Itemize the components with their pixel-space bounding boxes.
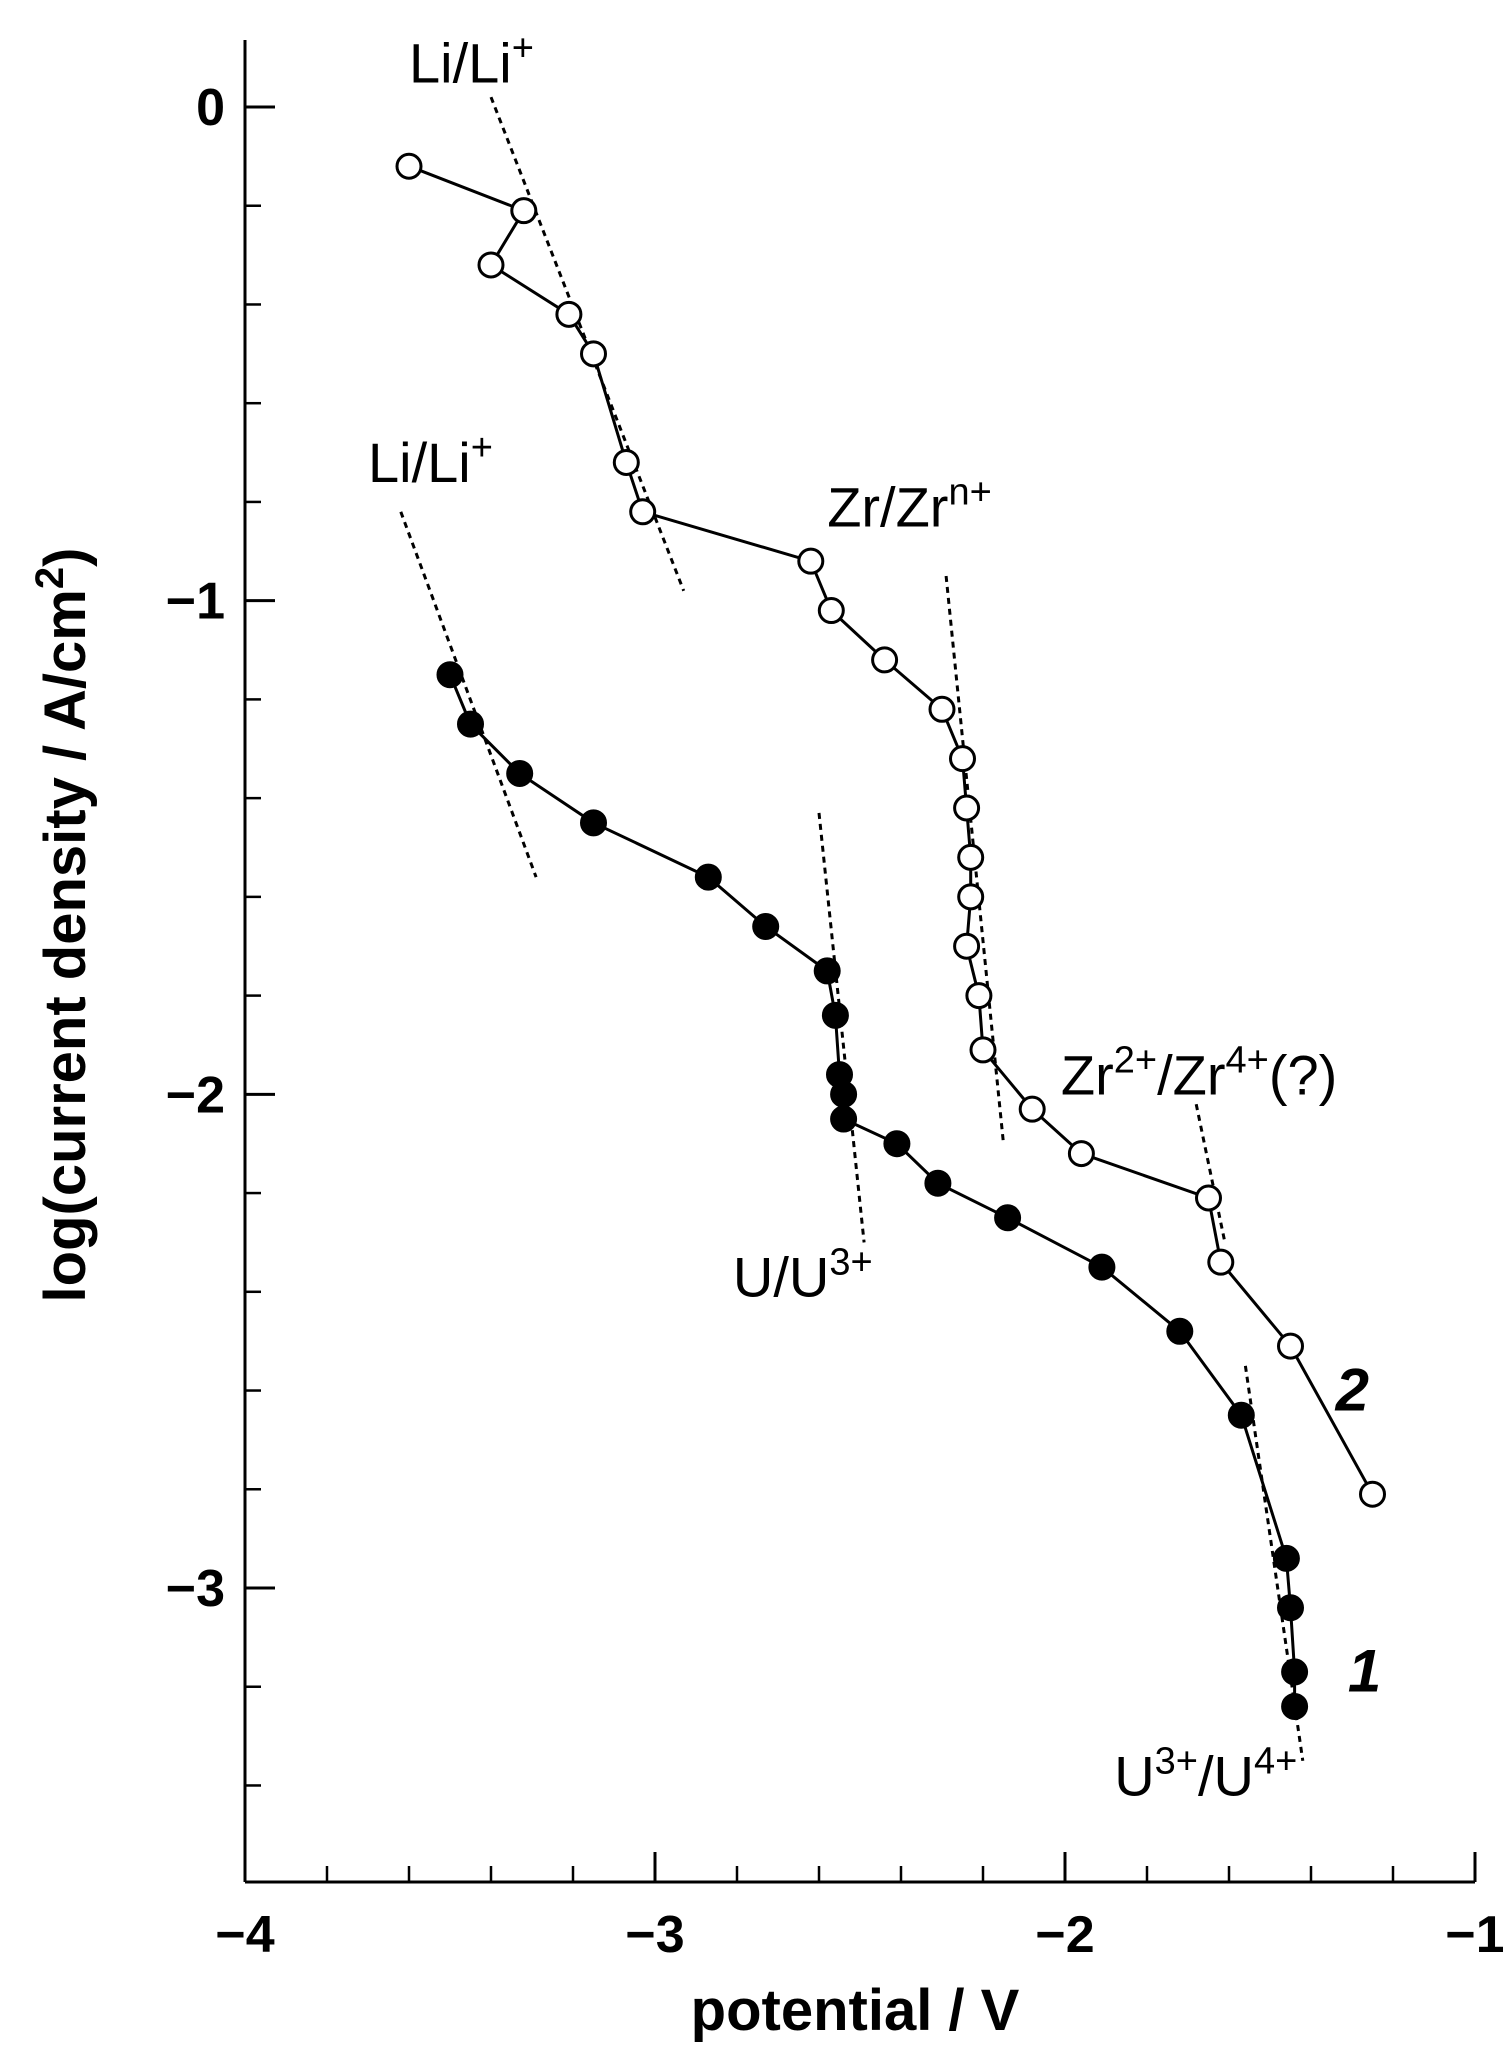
annotation-text: Li/Li bbox=[409, 31, 512, 94]
series-2-point bbox=[1207, 1248, 1235, 1276]
series-1-point bbox=[813, 957, 841, 985]
series-2-point bbox=[555, 300, 583, 328]
y-tick-label: −1 bbox=[166, 573, 225, 631]
annotation-sup: 4+ bbox=[1226, 1039, 1269, 1081]
series-1-point bbox=[1281, 1658, 1309, 1686]
series-1-point bbox=[1088, 1253, 1116, 1281]
series-2-point bbox=[510, 197, 538, 225]
guide-line bbox=[1194, 1103, 1227, 1243]
series-1-point bbox=[506, 759, 534, 787]
series-1-point bbox=[830, 1080, 858, 1108]
annotation-label: Li/Li+ bbox=[368, 427, 493, 494]
series-1-point bbox=[1277, 1594, 1304, 1622]
series-1-point bbox=[1281, 1692, 1309, 1720]
annotation-text: Li/Li bbox=[368, 431, 471, 494]
annotations: Li/Li+Li/Li+Zr/Zrn+U/U3+Zr2+/Zr4+(?)U3+/… bbox=[368, 27, 1381, 1807]
series-1-point bbox=[694, 863, 722, 891]
series-1-point bbox=[883, 1130, 911, 1158]
series-2-point bbox=[797, 547, 825, 575]
x-tick-label: −2 bbox=[1035, 1906, 1094, 1964]
annotation-text: /U bbox=[1198, 1744, 1254, 1807]
annotation-label: U/U3+ bbox=[733, 1242, 873, 1309]
y-tick-label: −3 bbox=[166, 1560, 225, 1618]
series-2-point bbox=[953, 794, 981, 822]
series-label: 1 bbox=[1348, 1638, 1381, 1705]
series-2-point bbox=[957, 843, 985, 871]
annotation-text: /Zr bbox=[1157, 1043, 1225, 1106]
series-2-point bbox=[477, 251, 505, 279]
annotation-text: (?) bbox=[1269, 1043, 1337, 1106]
x-axis-title: potential / V bbox=[691, 1978, 1020, 2043]
annotation-text: U bbox=[1114, 1744, 1154, 1807]
y-tick-label: −2 bbox=[166, 1066, 225, 1124]
series-2-point bbox=[928, 695, 956, 723]
series-2 bbox=[395, 152, 1386, 1508]
annotation-label: Zr/Zrn+ bbox=[827, 472, 992, 539]
x-tick-label: −4 bbox=[215, 1906, 274, 1964]
annotation-label: U3+/U4+ bbox=[1114, 1740, 1297, 1807]
series-1-line bbox=[448, 674, 1297, 1707]
annotation-label: Zr2+/Zr4+(?) bbox=[1061, 1039, 1337, 1106]
guide-line bbox=[399, 511, 538, 878]
series-2-point bbox=[580, 340, 607, 368]
annotation-sup: n+ bbox=[948, 472, 991, 514]
series-1-point bbox=[924, 1169, 952, 1197]
series-1-point bbox=[580, 809, 607, 837]
series-2-point bbox=[965, 982, 993, 1010]
annotation-sup: 4+ bbox=[1254, 1740, 1297, 1782]
series-1-point bbox=[752, 912, 780, 940]
series-group bbox=[395, 152, 1386, 1720]
annotation-text: U/U bbox=[733, 1246, 829, 1309]
series-1-point bbox=[436, 661, 464, 689]
series-2-point bbox=[1195, 1184, 1222, 1212]
series-2-point bbox=[953, 932, 981, 960]
series-2-point bbox=[612, 448, 640, 476]
series-2-point bbox=[1277, 1332, 1304, 1360]
series-1-point bbox=[821, 1001, 849, 1029]
annotation-text: Zr bbox=[1061, 1043, 1114, 1106]
axes: −4 −3 −2 −1 0 −1 −2 −3 bbox=[166, 40, 1503, 1964]
y-axis-title-end: ) bbox=[33, 548, 98, 567]
guide-line bbox=[817, 812, 866, 1243]
series-2-point bbox=[395, 152, 423, 180]
y-axis-title-main: log(current density / A/cm bbox=[33, 589, 98, 1302]
annotation-sup: 3+ bbox=[1155, 1740, 1198, 1782]
series-2-line bbox=[408, 164, 1374, 1495]
series-2-point bbox=[817, 597, 845, 625]
series-1-point bbox=[1166, 1317, 1194, 1345]
series-2-point bbox=[871, 646, 899, 674]
series-1 bbox=[436, 661, 1309, 1720]
y-axis-title: log(current density / A/cm2) bbox=[28, 548, 98, 1303]
series-2-point bbox=[1359, 1480, 1386, 1508]
series-2-point bbox=[969, 1036, 997, 1064]
series-1-point bbox=[994, 1204, 1022, 1232]
annotation-label: Li/Li+ bbox=[409, 27, 534, 94]
annotation-sup: 2+ bbox=[1114, 1039, 1157, 1081]
y-tick-label: 0 bbox=[196, 79, 225, 137]
series-1-point bbox=[1272, 1544, 1300, 1572]
series-2-point bbox=[629, 498, 657, 526]
annotation-text: Zr/Zr bbox=[827, 476, 948, 539]
series-2-point bbox=[949, 745, 976, 773]
guide-lines bbox=[399, 96, 1305, 1761]
series-1-point bbox=[1227, 1401, 1255, 1429]
series-2-point bbox=[1018, 1095, 1046, 1123]
annotation-sup: + bbox=[471, 427, 493, 469]
annotation-sup: 3+ bbox=[829, 1242, 872, 1284]
series-2-point bbox=[957, 883, 985, 911]
x-tick-label: −3 bbox=[625, 1906, 684, 1964]
annotation-sup: + bbox=[512, 27, 534, 69]
x-tick-label: −1 bbox=[1445, 1906, 1503, 1964]
series-label: 2 bbox=[1335, 1356, 1369, 1423]
series-1-point bbox=[830, 1105, 858, 1133]
series-1-point bbox=[457, 710, 484, 738]
series-2-point bbox=[1067, 1140, 1095, 1168]
y-axis-title-sup: 2 bbox=[28, 567, 72, 589]
